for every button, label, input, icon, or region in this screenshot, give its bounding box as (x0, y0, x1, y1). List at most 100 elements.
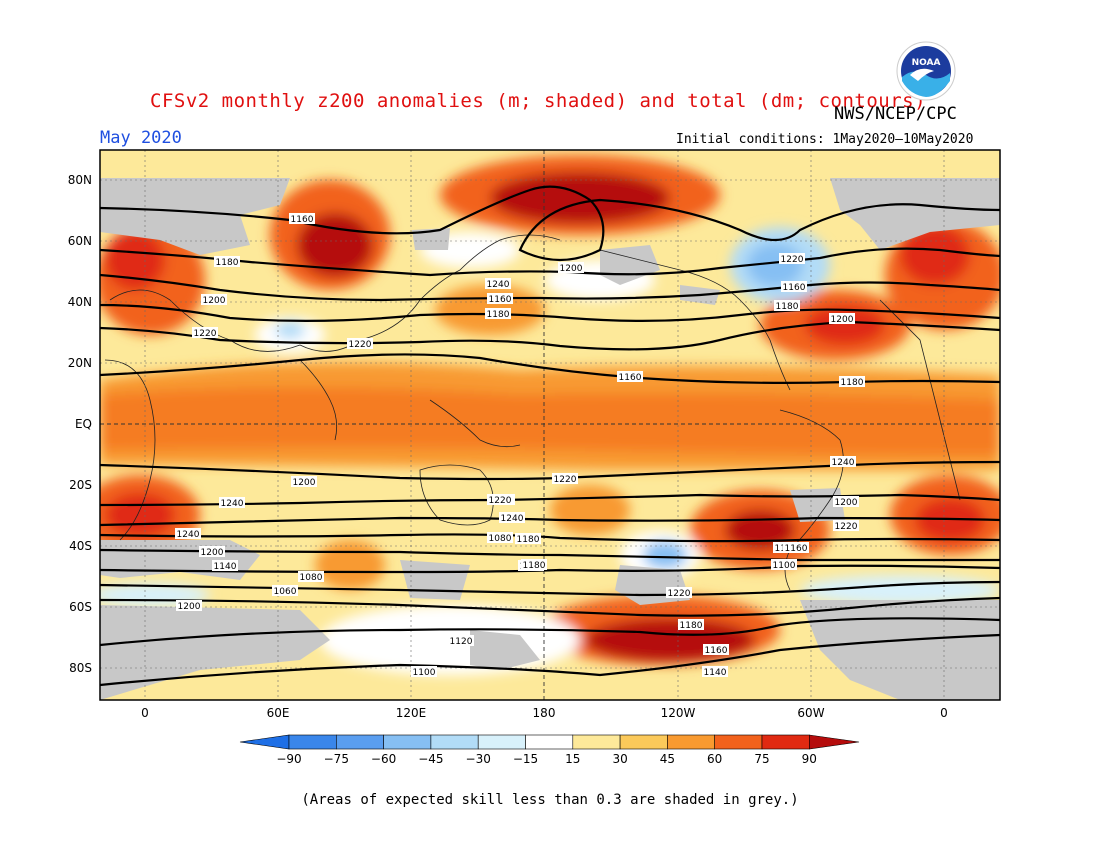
skill-note: (Areas of expected skill less than 0.3 a… (301, 792, 799, 808)
contour-label: 1200 (831, 315, 854, 325)
colorbar-label: 60 (707, 752, 722, 766)
lon-label: 60W (797, 706, 824, 720)
contour-label-bg (214, 256, 240, 267)
contour-label: 1160 (785, 544, 808, 554)
colorbar-swatch (383, 734, 432, 750)
anomaly-shading (100, 150, 1000, 700)
contour-label-bg (515, 533, 541, 544)
lat-label: 60S (69, 600, 92, 614)
contour-label: 1200 (560, 264, 583, 274)
contour-label-bg (411, 666, 437, 677)
contour-label-bg (448, 635, 474, 646)
contour-label-bg (499, 512, 525, 523)
contour-label: 1120 (450, 637, 473, 647)
lon-label: 120E (396, 706, 427, 720)
contour-label: 1140 (704, 668, 727, 678)
contour-label: 1240 (487, 280, 510, 290)
lon-label: 120W (661, 706, 696, 720)
lat-label: 80N (68, 173, 92, 187)
contour-label-bg (552, 473, 578, 484)
colorbar-swatch (714, 734, 763, 750)
contour-label-bg (558, 262, 584, 273)
contour-label: 1100 (773, 561, 796, 571)
contour-label: 1220 (781, 255, 804, 265)
contour-label: 1200 (835, 498, 858, 508)
contour-label: 1100 (413, 668, 436, 678)
contour-label: 1220 (194, 329, 217, 339)
contour-label: 1220 (835, 522, 858, 532)
contour-label: 1160 (705, 646, 728, 656)
contour-label-bg (771, 559, 797, 570)
contour-label-bg (298, 571, 324, 582)
contour-label: 1200 (203, 296, 226, 306)
graticule (100, 150, 1000, 700)
contour-label: 1220 (489, 496, 512, 506)
contour-label-bg (289, 213, 315, 224)
contour-label-bg (291, 476, 317, 487)
contour-label-bg (783, 542, 809, 553)
contour-label: 1180 (216, 258, 239, 268)
colorbar-label: 30 (612, 752, 627, 766)
contour-label-bg (176, 600, 202, 611)
colorbar-swatch (335, 734, 384, 750)
contour-label: 1240 (221, 499, 244, 509)
contour-label-bg (703, 644, 729, 655)
colorbar-swatch (288, 734, 337, 750)
colorbar-label: −30 (466, 752, 491, 766)
contour-label: 1200 (201, 548, 224, 558)
contour-label: 1200 (178, 602, 201, 612)
contour-label: 1160 (783, 283, 806, 293)
contour-label-bg (201, 294, 227, 305)
contour-label-bg (666, 587, 692, 598)
contour-label-bg (833, 520, 859, 531)
contour-label: 1160 (489, 295, 512, 305)
lat-label: EQ (75, 417, 92, 431)
contour-label-bg (830, 456, 856, 467)
forecast-month: May 2020 (100, 128, 182, 148)
contour-label: 1180 (776, 302, 799, 312)
colorbar-swatch (761, 734, 810, 750)
colorbar-label: −90 (276, 752, 301, 766)
contour-label: 1180 (680, 621, 703, 631)
contour-label-bg (678, 619, 704, 630)
contour-label-bg (829, 313, 855, 324)
contour-label-bg (485, 308, 511, 319)
latitude-labels: 80N 60N 40N 20N EQ 20S 40S 60S 80S (68, 173, 92, 675)
contour-label: 1180 (523, 561, 546, 571)
contour-label: 1220 (349, 340, 372, 350)
contour-label: 1160 (619, 373, 642, 383)
contour-label-bg (779, 253, 805, 264)
contour-label: 1140 (214, 562, 237, 572)
colorbar-label: −15 (513, 752, 538, 766)
lon-label: 60E (267, 706, 290, 720)
colorbar-label: 15 (565, 752, 580, 766)
colorbar-swatch (525, 734, 574, 750)
contour-label-bg (272, 585, 298, 596)
contour-label-bg (192, 327, 218, 338)
colorbar-label: 90 (802, 752, 817, 766)
contour-label: 1240 (177, 530, 200, 540)
colorbar: −90 −75 −60 −45 −30 −15 15 30 45 60 75 90 (239, 734, 860, 766)
colorbar-label: −45 (418, 752, 443, 766)
contour-label: 1240 (832, 458, 855, 468)
contour-label-bg (521, 559, 547, 570)
contour-label: 1180 (841, 378, 864, 388)
contour-label: 1180 (517, 535, 540, 545)
contour-label-bg (347, 338, 373, 349)
noaa-logo-text: NOAA (912, 58, 941, 68)
longitude-labels: 0 60E 120E 180 120W 60W 0 (141, 706, 948, 720)
colorbar-swatch (619, 734, 668, 750)
map-frame (99, 149, 1001, 701)
lon-label: 0 (141, 706, 149, 720)
contour-label-bg (199, 546, 225, 557)
contour-label-bg (487, 532, 513, 543)
contour-label-bg (212, 560, 238, 571)
contour-label-bg (702, 666, 728, 677)
contour-label: 1220 (554, 475, 577, 485)
contour-label-bg (485, 278, 511, 289)
lat-label: 40S (69, 539, 92, 553)
colorbar-arrow-left (239, 734, 290, 750)
lat-label: 40N (68, 295, 92, 309)
colorbar-label: 75 (754, 752, 769, 766)
